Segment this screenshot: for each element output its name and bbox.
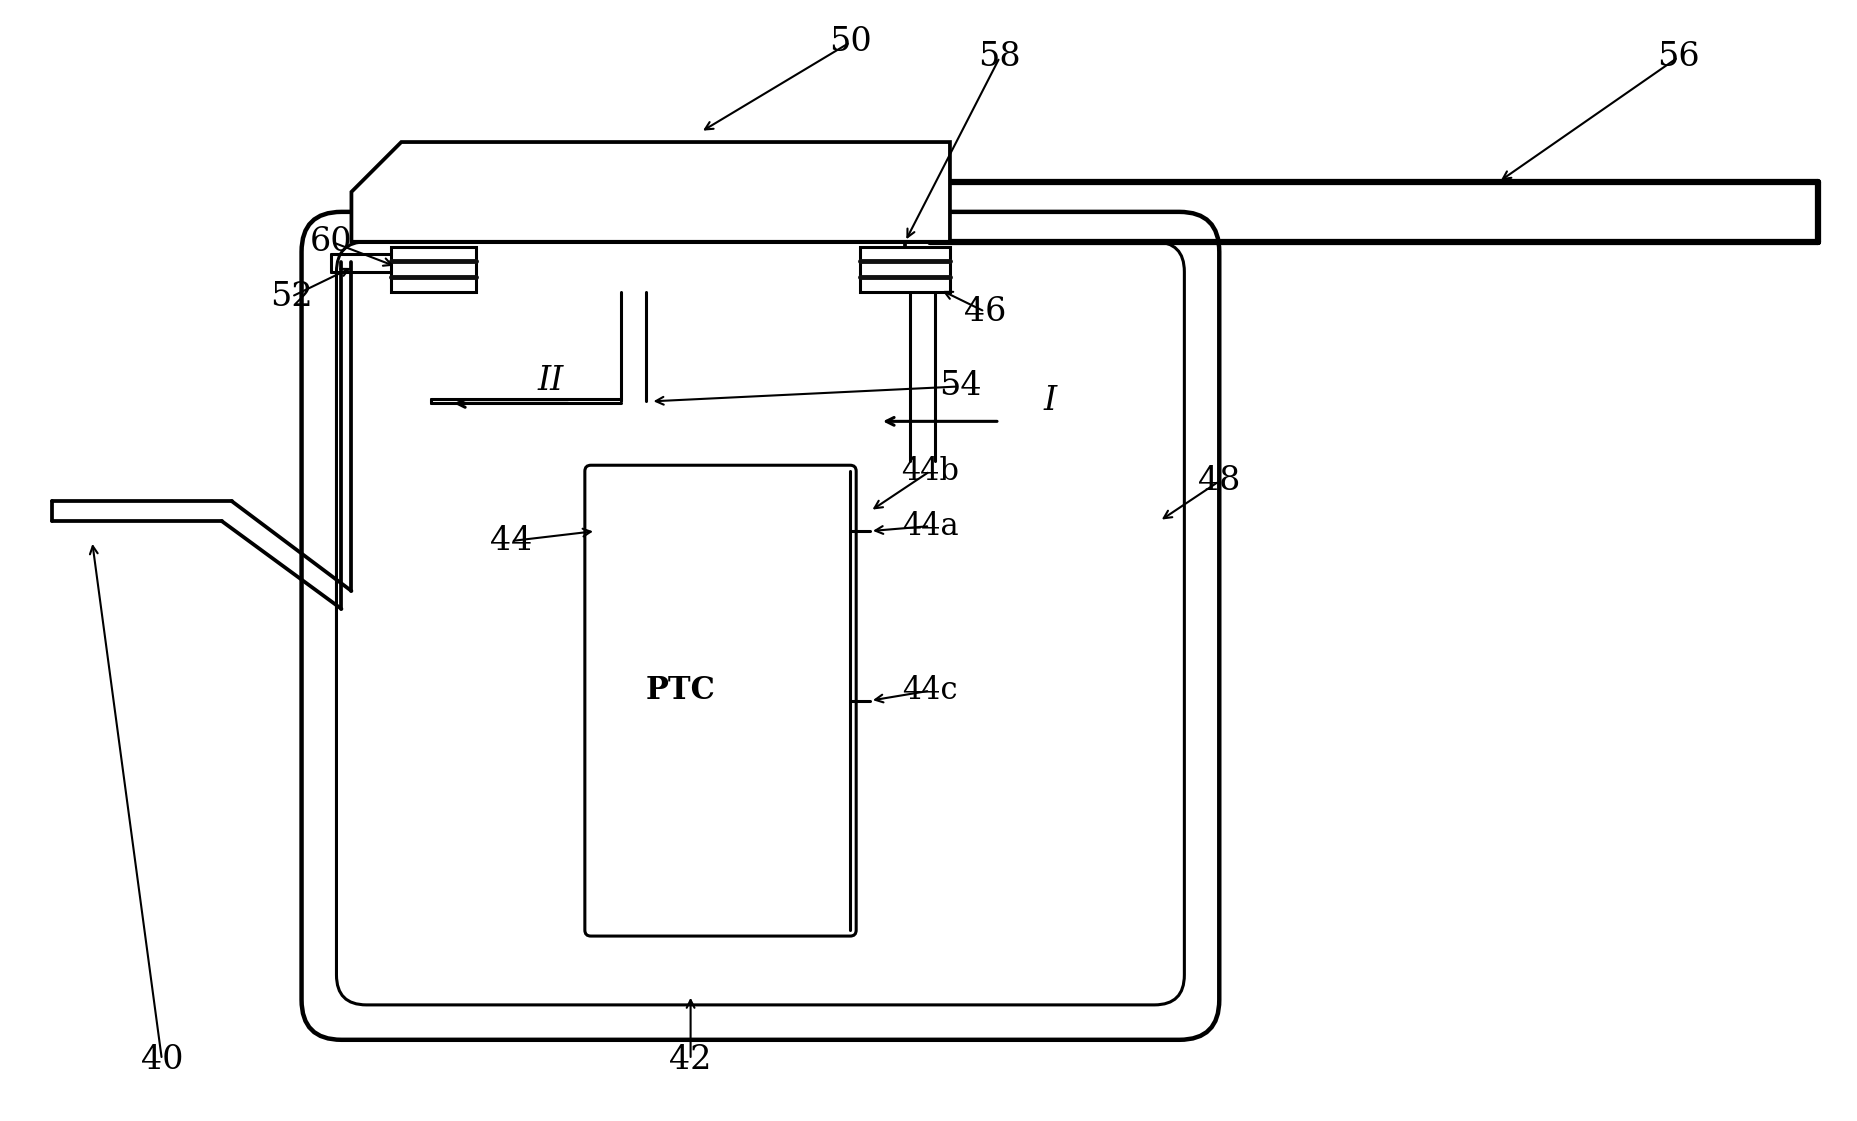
Bar (930, 182, 1818, 242)
Bar (392, 247, 475, 291)
Text: 44: 44 (490, 525, 533, 557)
Text: 42: 42 (669, 1044, 711, 1076)
Text: 50: 50 (828, 26, 871, 58)
Text: 58: 58 (979, 41, 1021, 73)
Text: II: II (539, 365, 565, 398)
Text: 40: 40 (141, 1044, 184, 1076)
FancyBboxPatch shape (585, 465, 856, 936)
Bar (860, 247, 951, 291)
Text: I: I (1044, 386, 1057, 417)
Text: PTC: PTC (646, 675, 715, 706)
Text: 60: 60 (310, 225, 353, 258)
Text: 46: 46 (964, 296, 1006, 327)
Text: 48: 48 (1198, 465, 1240, 498)
Text: 56: 56 (1656, 41, 1699, 73)
Text: 44a: 44a (903, 510, 958, 541)
Text: 52: 52 (271, 280, 312, 313)
Text: 44b: 44b (901, 456, 958, 487)
Text: 44c: 44c (903, 675, 958, 706)
Text: 54: 54 (938, 370, 980, 402)
Polygon shape (351, 142, 951, 242)
